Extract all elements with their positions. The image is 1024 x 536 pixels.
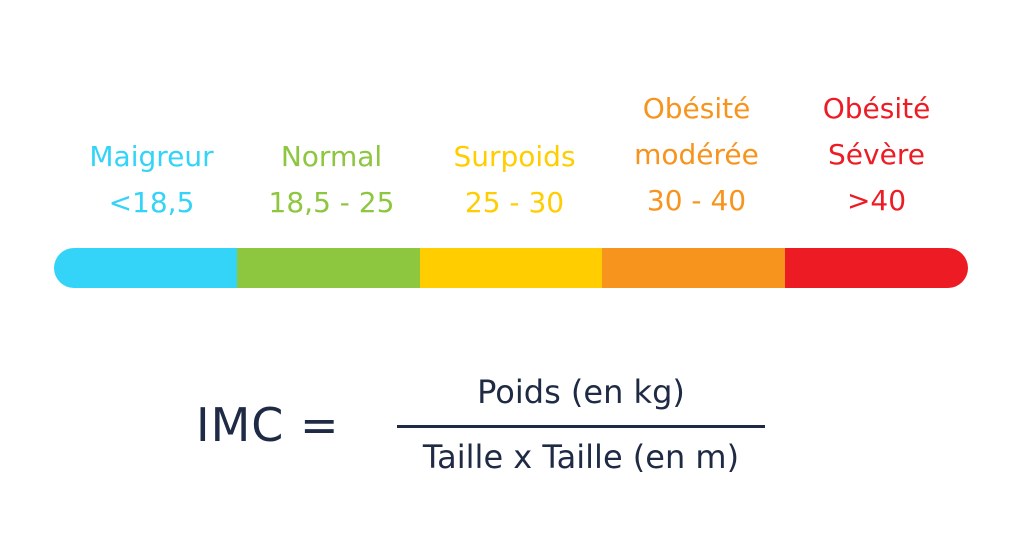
formula-denominator: Taille x Taille (en m) (422, 438, 740, 476)
category-label-line-2: Sévère (828, 138, 925, 171)
category-normal: Normal 18,5 - 25 (240, 134, 423, 226)
category-label-line-2: modérée (634, 138, 759, 171)
formula-lhs: IMC = (196, 398, 340, 452)
category-label: Surpoids (453, 140, 576, 173)
scale-segment-obesite-severe (785, 248, 968, 288)
scale-segment-obesite-moderee (602, 248, 786, 288)
category-surpoids: Surpoids 25 - 30 (423, 134, 606, 226)
category-label-line-1: Obésité (642, 92, 751, 125)
category-obesite-severe: Obésité Sévère >40 (785, 86, 968, 224)
scale-segment-surpoids (419, 248, 603, 288)
category-label: Normal (280, 140, 383, 173)
category-label-line-1: Obésité (822, 92, 931, 125)
scale-segment-maigreur (54, 248, 237, 288)
bmi-scale-bar (54, 248, 968, 288)
formula-numerator: Poids (en kg) (477, 373, 685, 411)
fraction-bar (397, 425, 765, 428)
category-range: >40 (846, 184, 907, 217)
category-range: <18,5 (108, 186, 195, 219)
scale-segment-normal (236, 248, 420, 288)
category-label: Maigreur (89, 140, 214, 173)
category-range: 30 - 40 (646, 184, 747, 217)
category-maigreur: Maigreur <18,5 (60, 134, 243, 226)
category-obesite-moderee: Obésité modérée 30 - 40 (605, 86, 788, 224)
category-range: 18,5 - 25 (268, 186, 395, 219)
category-range: 25 - 30 (464, 186, 565, 219)
